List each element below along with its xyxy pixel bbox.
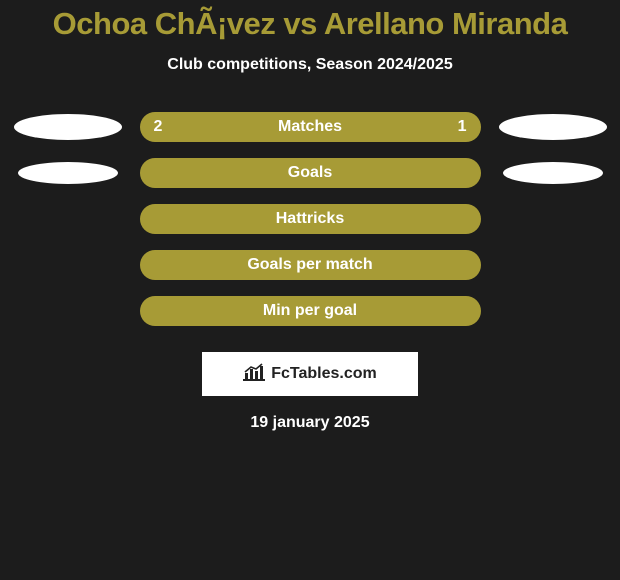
stat-bar: Goals per match	[140, 250, 481, 280]
stat-row: Min per goal	[0, 296, 620, 326]
stat-row: Goals	[0, 158, 620, 188]
page-title: Ochoa ChÃ¡vez vs Arellano Miranda	[0, 6, 620, 42]
stat-label: Goals	[140, 158, 481, 188]
subtitle: Club competitions, Season 2024/2025	[0, 56, 620, 74]
stat-label: Matches	[140, 112, 481, 142]
player-marker-right	[499, 114, 607, 140]
brand-logo: FcTables.com	[202, 352, 418, 396]
stat-bar: Min per goal	[140, 296, 481, 326]
stat-bar: Goals	[140, 158, 481, 188]
stat-row: Hattricks	[0, 204, 620, 234]
stats-card: Ochoa ChÃ¡vez vs Arellano Miranda Club c…	[0, 0, 620, 580]
player-marker-left	[14, 114, 122, 140]
player-marker-right	[503, 162, 603, 184]
stat-value-left: 2	[154, 112, 163, 142]
stat-bar: Matches2 1	[140, 112, 481, 142]
player-marker-left	[18, 162, 118, 184]
date-label: 19 january 2025	[0, 414, 620, 432]
stat-bar: Hattricks	[140, 204, 481, 234]
stat-label: Hattricks	[140, 204, 481, 234]
stat-value-right: 1	[458, 112, 467, 142]
chart-icon	[243, 363, 265, 386]
stat-label: Min per goal	[140, 296, 481, 326]
stat-row: Goals per match	[0, 250, 620, 280]
brand-name: FcTables.com	[271, 365, 377, 383]
comparison-chart: Matches2 1 Goals Hattricks Goals per match Mi…	[0, 112, 620, 326]
stat-row: Matches2 1	[0, 112, 620, 142]
stat-label: Goals per match	[140, 250, 481, 280]
